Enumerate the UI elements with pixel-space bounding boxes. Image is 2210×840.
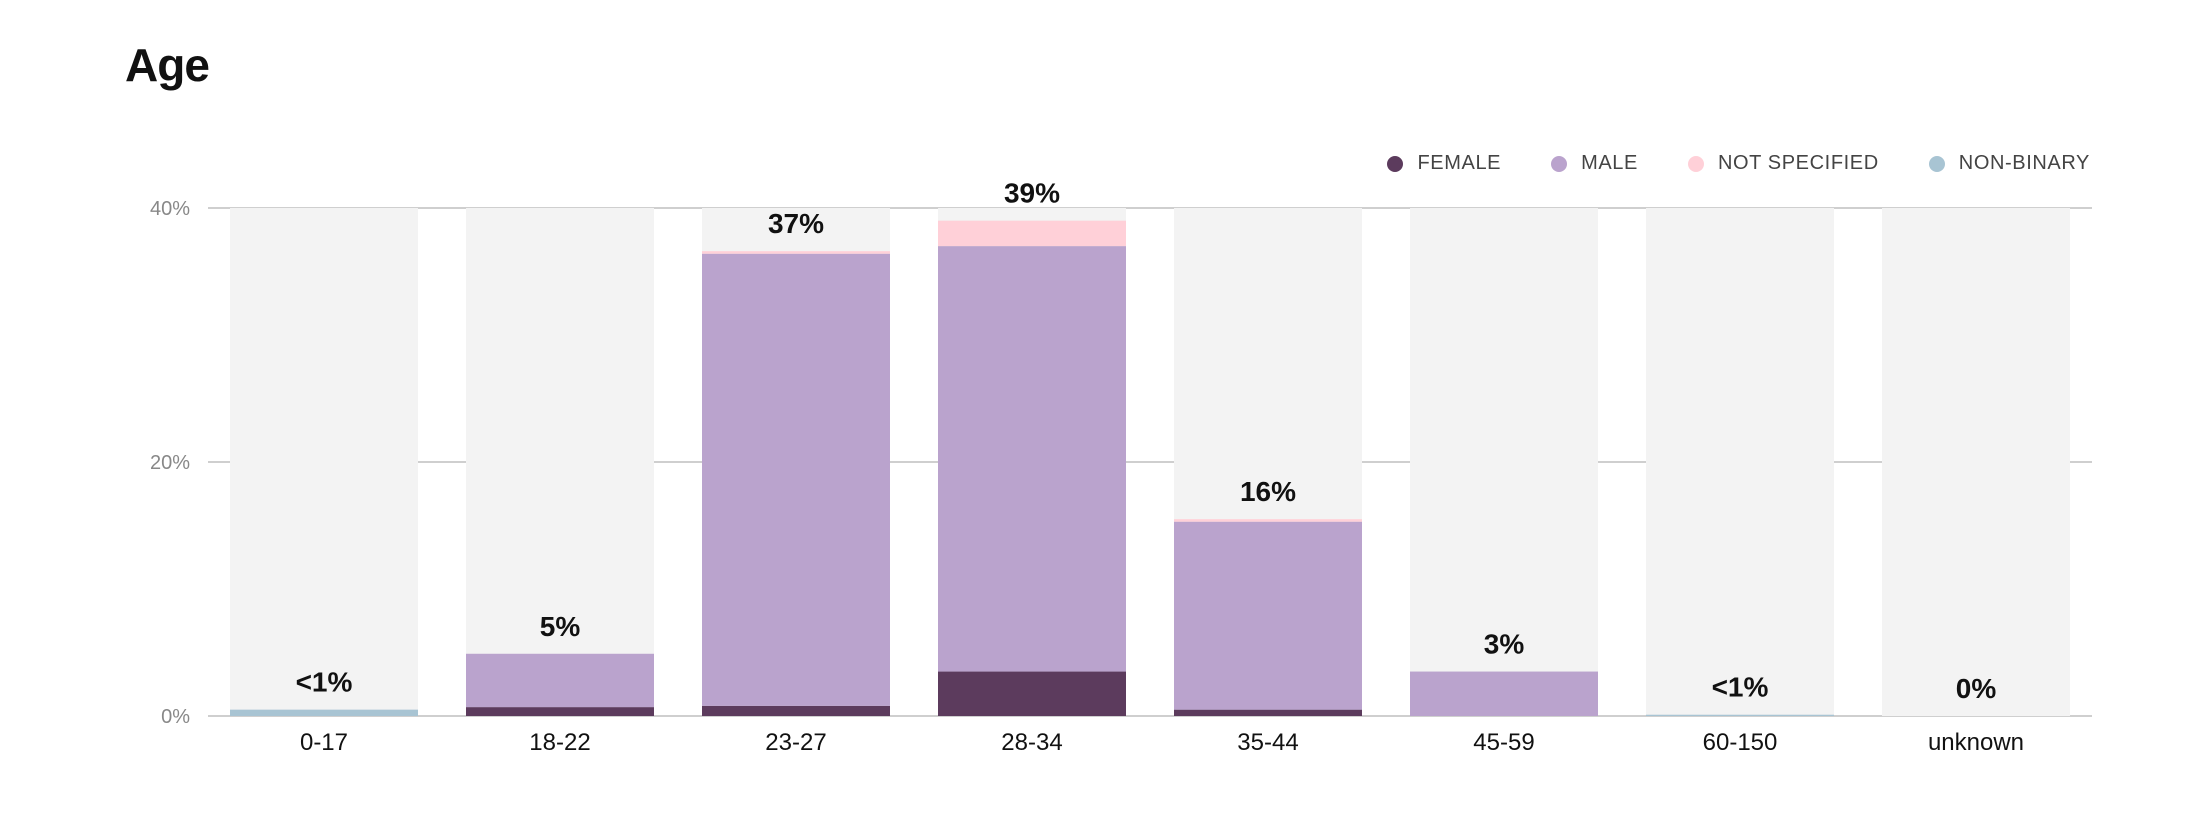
bar-track [230, 208, 418, 716]
legend-label-not-specified: NOT SPECIFIED [1717, 152, 1879, 174]
x-tick-label: 18-22 [529, 729, 590, 756]
data-label: 0% [1956, 673, 1997, 704]
data-label: 16% [1240, 476, 1296, 507]
x-tick-label: 28-34 [1001, 729, 1062, 756]
bar-segment-male [938, 246, 1126, 672]
bar-segment-male [1174, 521, 1362, 710]
bar-track [1410, 208, 1598, 716]
legend-dot-male [1551, 155, 1568, 172]
data-label: 39% [1004, 178, 1060, 209]
legend-item-non-binary: NON-BINARY [1928, 152, 2090, 175]
legend-dot-non-binary [1928, 155, 1945, 172]
bar-segment-female [1174, 709, 1362, 716]
chart-legend: FEMALE MALE NOT SPECIFIED NON-BINARY [1387, 152, 2090, 175]
data-label: 5% [540, 611, 581, 642]
legend-label-non-binary: NON-BINARY [1958, 152, 2090, 174]
legend-dot-not-specified [1687, 155, 1704, 172]
legend-item-male: MALE [1551, 152, 1638, 175]
bar-segment-female [702, 705, 890, 716]
bar-segment-not-specified [702, 251, 890, 254]
legend-dot-female [1387, 155, 1404, 172]
bar-segment-male [466, 653, 654, 708]
bar-segment-female [938, 671, 1126, 716]
bar-segment-male [1410, 671, 1598, 716]
legend-label-female: FEMALE [1417, 152, 1502, 174]
bar-track [466, 208, 654, 716]
x-tick-label: 23-27 [765, 729, 826, 756]
legend-item-female: FEMALE [1387, 152, 1501, 175]
legend-item-not-specified: NOT SPECIFIED [1687, 152, 1879, 175]
label-layer: <1% 0-17 5% 18-22 37% 23-27 39% 28-34 16% 35-44 3%… [296, 178, 2024, 756]
bar-segment-not-specified [1174, 519, 1362, 522]
data-label: 37% [768, 208, 824, 239]
x-tick-label: 60-150 [1703, 729, 1778, 756]
x-tick-label: 35-44 [1237, 729, 1298, 756]
bar-track [1646, 208, 1834, 716]
legend-label-male: MALE [1581, 152, 1638, 174]
x-tick-label: unknown [1928, 729, 2024, 756]
y-tick-label: 20% [150, 452, 190, 474]
bar-segment-non-binary [230, 709, 418, 716]
bar-segment-not-specified [938, 220, 1126, 247]
data-label: 3% [1484, 629, 1525, 660]
bar-segment-female [466, 707, 654, 716]
data-label: <1% [296, 667, 353, 698]
x-tick-label: 45-59 [1473, 729, 1534, 756]
chart-title: Age [125, 39, 210, 91]
bar-layer [230, 220, 1834, 716]
bar-segment-non-binary [1646, 714, 1834, 716]
x-tick-label: 0-17 [300, 729, 348, 756]
y-tick-label: 40% [150, 198, 190, 220]
y-tick-label: 0% [161, 706, 190, 728]
bar-segment-male [702, 253, 890, 706]
bar-track [1882, 208, 2070, 716]
data-label: <1% [1712, 672, 1769, 703]
